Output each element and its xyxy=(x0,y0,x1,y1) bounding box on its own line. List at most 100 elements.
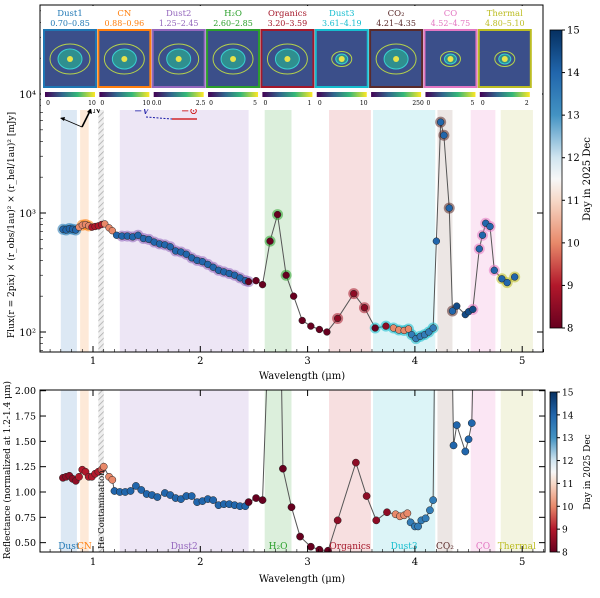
x-axis-label: Wavelength (μm) xyxy=(259,371,345,382)
reflectance-point xyxy=(126,487,135,495)
thumbnail-colorbar xyxy=(425,92,476,97)
flux-point xyxy=(315,325,324,334)
he-contamination-label: He Contamination xyxy=(97,470,107,549)
nucleus xyxy=(447,56,454,62)
thumbnail-colorbar-min: 0.0 xyxy=(152,100,162,107)
reflectance-point xyxy=(279,464,287,473)
flux-point xyxy=(252,277,260,285)
thumbnail-colorbar-max: 10 xyxy=(360,100,368,107)
thumbnail-colorbar xyxy=(262,92,313,97)
reflectance-point xyxy=(187,492,196,500)
flux-point xyxy=(453,302,461,310)
colorbar-tick-label: 9 xyxy=(562,526,568,536)
contour-outer xyxy=(158,43,200,75)
flux-point xyxy=(404,325,413,333)
reflectance-point xyxy=(324,546,332,552)
nucleus xyxy=(501,56,508,62)
colorbar-tick-label: 15 xyxy=(562,389,574,399)
flux-point xyxy=(440,131,448,139)
thumbnail-colorbar-min: 0 xyxy=(427,100,431,107)
flux-panel: 1 2 3 4 5 10² 10³ 10⁴ Wavelength (μm) Flux(r = 2p… xyxy=(6,4,544,382)
reflectance-point xyxy=(426,506,434,515)
x-tick-label: 1 xyxy=(90,557,96,568)
band-label-H₂O: H₂O xyxy=(269,542,288,552)
colorbar-tick-label: 12 xyxy=(562,457,573,467)
reflectance-point xyxy=(153,493,162,501)
thumbnail-colorbar-min: 0 xyxy=(209,100,213,107)
thumbnail-title: Dust3 xyxy=(329,9,354,19)
thumbnail-colorbar-max: 250 xyxy=(412,100,424,107)
thumbnail-colorbar-min: 0 xyxy=(318,100,322,107)
day-colorbar xyxy=(549,29,563,329)
y-tick-label: 1.50 xyxy=(15,437,36,448)
reflectance-point xyxy=(108,475,117,484)
contour-outer xyxy=(212,43,254,75)
flux-point xyxy=(382,322,390,330)
flux-point xyxy=(445,204,453,212)
thumbnail-colorbar xyxy=(316,92,367,97)
x-axis-label: Wavelength (μm) xyxy=(259,574,345,585)
thumbnail-colorbar-max: 2 xyxy=(525,100,529,107)
thumbnail-colorbar xyxy=(99,92,150,97)
flux-point xyxy=(298,316,306,325)
day-colorbar xyxy=(549,391,558,553)
velocity-direction-line xyxy=(145,116,173,120)
flux-point xyxy=(360,304,369,312)
y-tick-label: 10⁴ xyxy=(19,90,36,101)
thumbnail-title: Dust1 xyxy=(57,9,82,19)
nucleus xyxy=(230,56,237,62)
band-shade-CO₂ xyxy=(437,110,453,352)
flux-point xyxy=(448,307,457,315)
band-shade-CN xyxy=(80,110,89,352)
thumbnail-colorbar-min: 0 xyxy=(46,100,50,107)
reflectance-axes-frame xyxy=(39,389,546,553)
y-tick-label: 0.75 xyxy=(15,513,36,524)
y-axis-label: Flux(r = 2pix) × (r_obs/1au)² × (r_hel/1… xyxy=(6,112,17,338)
y-axis-label: Reflectance (normalized at 1.2-1.4 μm) xyxy=(2,381,13,559)
band-label-CO₂: CO₂ xyxy=(436,542,454,552)
thumbnail-colorbar-max: 10 xyxy=(88,100,96,107)
flux-point xyxy=(258,280,267,289)
band-shade-Dust xyxy=(60,390,77,552)
nucleus xyxy=(175,56,182,62)
thumbnail-range: 0.88–0.96 xyxy=(105,19,145,28)
flux-point xyxy=(266,237,274,245)
flux-point xyxy=(490,266,498,274)
velocity-label: −V xyxy=(134,106,151,117)
thumbnail-title: Dust2 xyxy=(166,9,191,19)
colorbar-tick-label: 11 xyxy=(562,480,573,490)
nucleus xyxy=(121,56,128,62)
day-colorbars: 8 9 10 11 12 13 14 15 Day in 2025 Dec 8 9 10 11 12 13 1… xyxy=(549,26,593,559)
band-shade-H₂O xyxy=(264,390,292,552)
contour-outer xyxy=(439,51,461,67)
flux-point xyxy=(273,210,282,219)
flux-plot-area xyxy=(57,110,533,352)
flux-point xyxy=(486,222,494,231)
nucleus xyxy=(338,56,345,62)
thumbnail-range: 1.25–2.45 xyxy=(159,19,199,28)
reflectance-point xyxy=(315,545,324,552)
thumbnail-colorbar xyxy=(208,92,259,97)
flux-point xyxy=(333,314,342,323)
contour-outer xyxy=(331,51,353,67)
reflectance-point xyxy=(306,542,315,551)
reflectance-point xyxy=(414,522,422,531)
band-shade-CO xyxy=(470,390,496,552)
y-tick-label: 1.00 xyxy=(15,488,36,499)
thumbnail-colorbar-max: 1 xyxy=(307,100,311,107)
reflectance-point xyxy=(137,486,146,494)
thumbnail-title: CO₂ xyxy=(388,9,405,19)
thumbnail-range: 4.52–4.75 xyxy=(431,19,471,28)
reflectance-point xyxy=(75,472,83,481)
sun-label: −⊙ xyxy=(181,106,198,117)
band-label-Dust: Dust xyxy=(58,542,80,552)
band-shade-Thermal xyxy=(500,110,533,352)
nucleus xyxy=(393,56,400,62)
colorbar-tick-label: 10 xyxy=(562,503,574,513)
thumbnail-title: Organics xyxy=(268,9,307,19)
band-shade-CO₂ xyxy=(437,390,453,552)
